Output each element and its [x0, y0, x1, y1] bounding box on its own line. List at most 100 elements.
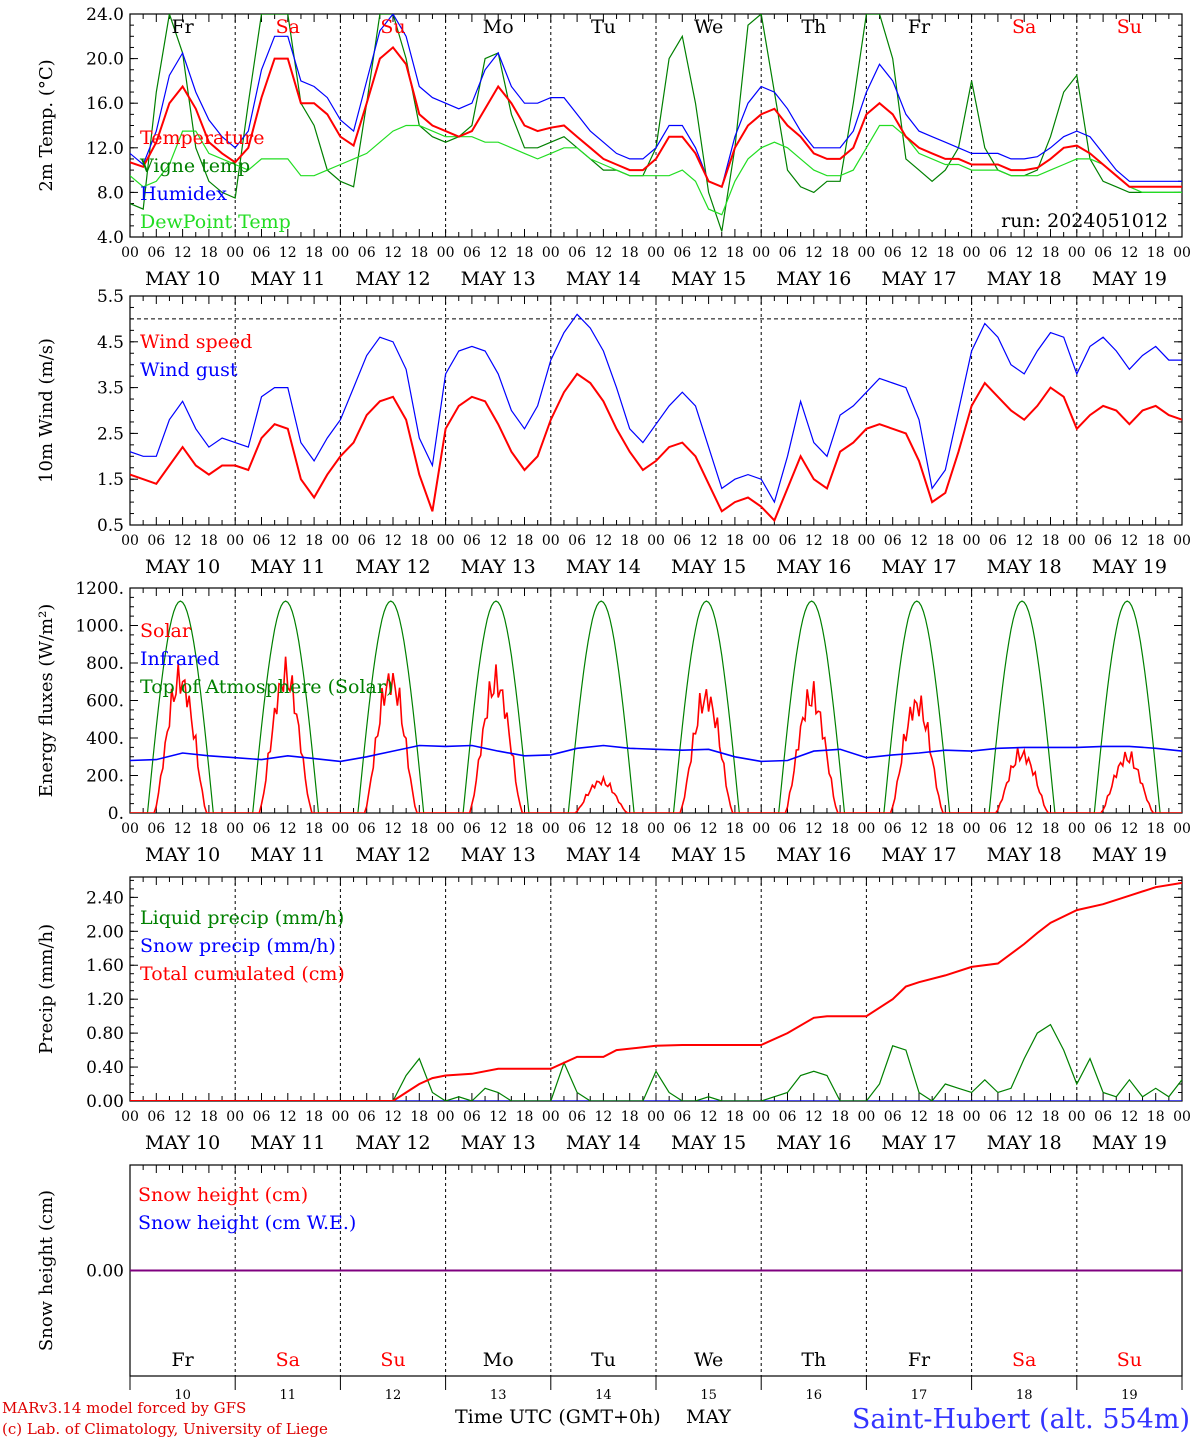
- y-tick-label: 3.5: [97, 379, 124, 399]
- hour-label: 00: [963, 245, 981, 261]
- weekday-label: Sa: [1012, 16, 1036, 38]
- hour-label: 12: [489, 821, 507, 837]
- day-number-label: 12: [385, 1388, 402, 1403]
- hour-label: 00: [121, 1109, 139, 1125]
- hour-label: 18: [305, 821, 323, 837]
- hour-label: 12: [910, 1109, 928, 1125]
- hour-label: 06: [1094, 821, 1112, 837]
- day-number-label: 15: [700, 1388, 717, 1403]
- hour-label: 12: [700, 1109, 718, 1125]
- hour-label: 18: [516, 533, 534, 549]
- hour-label: 12: [174, 533, 192, 549]
- hour-label: 18: [305, 1109, 323, 1125]
- date-label: MAY 15: [671, 556, 746, 578]
- hour-label: 12: [910, 821, 928, 837]
- day-number-label: 16: [806, 1388, 823, 1403]
- hour-label: 00: [752, 533, 770, 549]
- hour-label: 18: [831, 821, 849, 837]
- hour-label: 18: [516, 245, 534, 261]
- date-label: MAY 18: [987, 556, 1062, 578]
- hour-label: 06: [779, 821, 797, 837]
- hour-label: 06: [147, 821, 165, 837]
- hour-label: 12: [700, 533, 718, 549]
- hour-label: 06: [253, 1109, 271, 1125]
- credit-line: MARv3.14 model forced by GFS: [2, 1399, 246, 1417]
- credit-line: (c) Lab. of Climatology, University of L…: [2, 1420, 328, 1438]
- hour-label: 06: [568, 245, 586, 261]
- hour-label: 00: [542, 821, 560, 837]
- y-tick-label: 1000.: [75, 617, 124, 637]
- hour-label: 18: [726, 245, 744, 261]
- y-tick-label: 1200.: [75, 579, 124, 599]
- date-label: MAY 19: [1092, 556, 1167, 578]
- date-label: MAY 17: [881, 268, 956, 290]
- hour-label: 12: [489, 245, 507, 261]
- hour-label: 18: [410, 1109, 428, 1125]
- hour-label: 18: [305, 245, 323, 261]
- hour-label: 00: [121, 821, 139, 837]
- hour-label: 00: [1068, 821, 1086, 837]
- date-label: MAY 13: [461, 844, 536, 866]
- hour-label: 12: [1015, 1109, 1033, 1125]
- hour-label: 00: [857, 821, 875, 837]
- hour-label: 18: [621, 821, 639, 837]
- hour-label: 06: [147, 1109, 165, 1125]
- hour-label: 12: [279, 533, 297, 549]
- hour-label: 12: [594, 533, 612, 549]
- hour-label: 18: [1147, 821, 1165, 837]
- wind-lines: [130, 313, 1182, 523]
- hour-label: 06: [568, 1109, 586, 1125]
- hour-label: 00: [647, 533, 665, 549]
- hour-label: 18: [726, 1109, 744, 1125]
- series-line-wind-gust: [130, 313, 1182, 504]
- y-tick-label: 200.: [86, 767, 124, 787]
- hour-label: 00: [963, 533, 981, 549]
- hour-label: 18: [726, 821, 744, 837]
- date-label: MAY 14: [566, 268, 641, 290]
- hour-label: 12: [594, 1109, 612, 1125]
- hour-label: 00: [542, 533, 560, 549]
- hour-label: 12: [1015, 821, 1033, 837]
- hour-label: 00: [437, 1109, 455, 1125]
- y-tick-label: 1.5: [97, 470, 124, 490]
- weekday-label: Th: [801, 16, 826, 38]
- hour-label: 00: [1173, 821, 1191, 837]
- hour-label: 18: [726, 533, 744, 549]
- date-label: MAY 15: [671, 844, 746, 866]
- hour-label: 06: [147, 533, 165, 549]
- hour-label: 06: [989, 821, 1007, 837]
- date-label: MAY 19: [1092, 268, 1167, 290]
- y-axis-label: 2m Temp. (°C): [36, 59, 57, 191]
- legend-entry: Temperature: [140, 127, 264, 149]
- date-label: MAY 14: [566, 556, 641, 578]
- y-tick-label: 0.00: [86, 1092, 124, 1112]
- legend-entry: Wind gust: [140, 359, 238, 381]
- legend-entry: Liquid precip (mm/h): [140, 907, 344, 929]
- hour-label: 06: [253, 533, 271, 549]
- day-number-label: 13: [490, 1388, 507, 1403]
- hour-label: 06: [358, 1109, 376, 1125]
- hour-label: 00: [752, 1109, 770, 1125]
- hour-label: 06: [884, 1109, 902, 1125]
- weekday-label: Sa: [276, 1349, 300, 1371]
- legend-entry: Vigne temp: [139, 155, 250, 177]
- hour-label: 06: [673, 245, 691, 261]
- hour-label: 06: [147, 245, 165, 261]
- date-label: MAY 16: [776, 1132, 851, 1154]
- hour-label: 12: [1015, 245, 1033, 261]
- hour-label: 12: [805, 1109, 823, 1125]
- date-label: MAY 15: [671, 1132, 746, 1154]
- date-label: MAY 17: [881, 556, 956, 578]
- y-tick-label: 8.0: [97, 183, 124, 203]
- hour-label: 06: [358, 245, 376, 261]
- y-tick-label: 400.: [86, 729, 124, 749]
- date-label: MAY 19: [1092, 1132, 1167, 1154]
- y-axis-label: 10m Wind (m/s): [36, 338, 57, 483]
- hour-label: 06: [568, 821, 586, 837]
- y-tick-label: 0.5: [97, 516, 124, 536]
- date-label: MAY 18: [987, 268, 1062, 290]
- series-line-temperature: [130, 45, 1182, 189]
- hour-label: 06: [463, 1109, 481, 1125]
- hour-label: 00: [331, 1109, 349, 1125]
- hour-label: 00: [752, 245, 770, 261]
